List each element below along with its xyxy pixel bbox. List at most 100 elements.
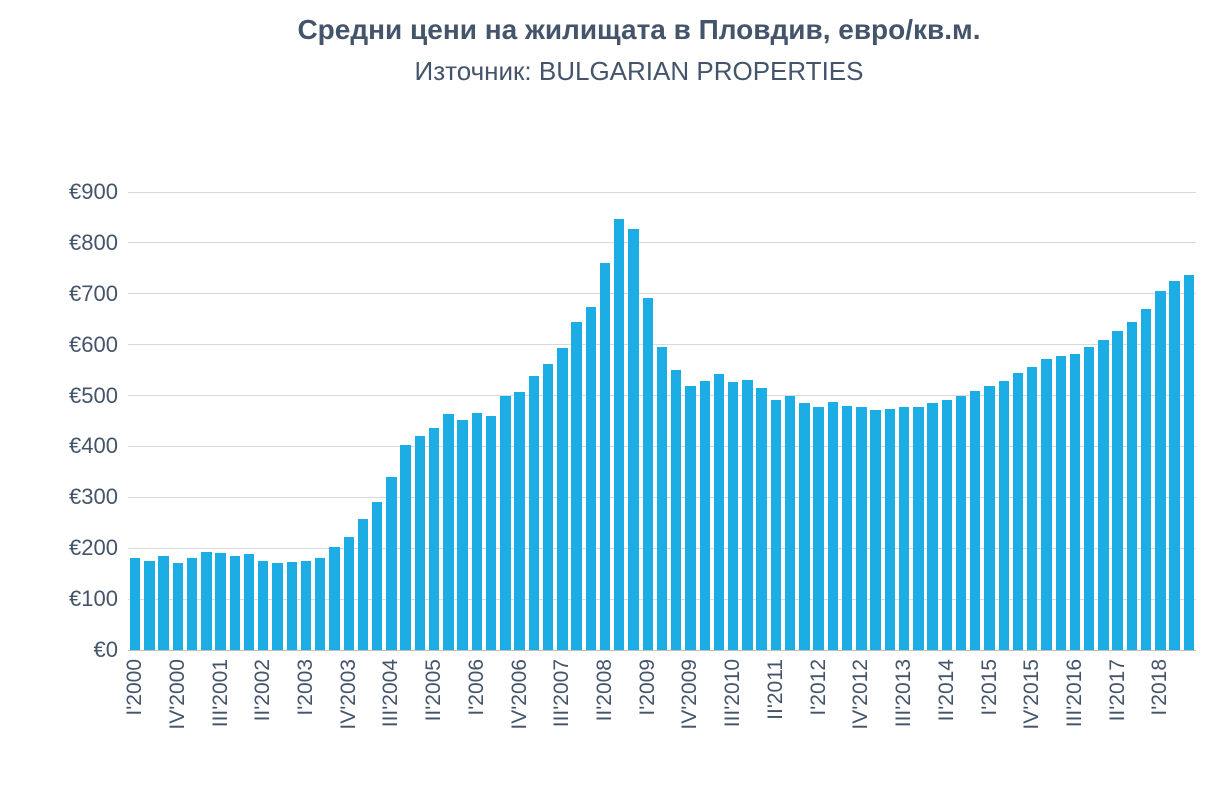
bar	[799, 403, 810, 650]
x-axis-tick-label: III'2001	[208, 659, 232, 728]
chart-subtitle: Източник: BULGARIAN PROPERTIES	[414, 56, 864, 86]
bar	[614, 219, 625, 650]
x-axis-tick-label: I'2000	[123, 659, 147, 716]
bar	[656, 346, 668, 650]
gridline	[128, 344, 1196, 346]
bar	[827, 401, 839, 650]
bar	[955, 395, 967, 650]
bar	[898, 407, 910, 650]
bar	[186, 557, 198, 650]
bar	[927, 403, 938, 650]
bar	[329, 547, 340, 650]
bar	[599, 262, 611, 650]
plot-area: €0 €100 €200 €300 €400 €500 €600 €700 €800 €900 I'…	[69, 179, 1196, 730]
bar	[870, 409, 881, 650]
x-axis-tick-label: I'2015	[977, 659, 1001, 716]
bar	[414, 435, 426, 650]
bar	[571, 322, 582, 650]
x-axis-tick-label: I'2003	[294, 659, 317, 716]
bar	[557, 347, 568, 650]
x-axis-tick-label: I'2012	[806, 659, 830, 716]
bar	[1140, 308, 1152, 650]
bar	[485, 416, 497, 650]
bar	[770, 400, 782, 650]
bar	[699, 380, 710, 650]
bar	[913, 406, 924, 650]
bar	[158, 556, 169, 650]
x-axis-tick-label: III'2016	[1062, 659, 1086, 728]
x-axis-tick-label: IV'2003	[336, 659, 360, 730]
bar	[1027, 367, 1038, 650]
bar	[1155, 291, 1166, 650]
x-axis-tick-label: IV'2012	[849, 659, 873, 730]
x-axis-tick-label: IV'2009	[678, 659, 702, 730]
x-axis-tick-label: I'2018	[1148, 659, 1172, 716]
bar	[428, 428, 440, 650]
x-axis-tick-label: I'2009	[635, 659, 659, 716]
bar	[528, 376, 540, 650]
bar	[941, 399, 952, 650]
bar	[813, 407, 824, 650]
y-axis-tick-label: €900	[69, 179, 118, 204]
bar	[386, 476, 397, 650]
gridline	[128, 293, 1196, 295]
bar	[713, 373, 725, 650]
y-axis-tick-label: €700	[69, 280, 118, 306]
bar	[970, 391, 981, 650]
bar	[742, 380, 753, 650]
bar	[998, 380, 1009, 650]
bar	[400, 444, 411, 650]
x-axis-tick-label: III'2010	[721, 659, 745, 728]
x-axis-tick-label: II'2002	[251, 659, 275, 722]
bar	[1098, 339, 1109, 650]
bar	[1169, 280, 1180, 650]
bar	[728, 381, 739, 650]
bar	[471, 413, 483, 650]
bar	[443, 413, 454, 650]
bar	[258, 560, 269, 650]
bar	[201, 551, 212, 650]
bar	[856, 406, 867, 650]
y-axis-tick-label: €600	[69, 331, 118, 357]
bar	[685, 385, 696, 650]
bar	[628, 228, 639, 650]
bar	[1069, 353, 1081, 650]
bar	[286, 561, 297, 650]
bar	[984, 385, 995, 650]
bar	[500, 395, 511, 650]
x-axis-tick-label: II'2011	[763, 659, 787, 720]
bar	[841, 405, 853, 650]
bar	[343, 536, 354, 650]
x-axis-tick-label: III'2004	[379, 659, 403, 728]
y-axis-tick-label: €800	[69, 229, 118, 255]
bar	[642, 298, 653, 650]
bar	[1012, 373, 1024, 650]
chart-title: Средни цени на жилищата в Пловдив, евро/…	[297, 14, 981, 45]
bar	[144, 561, 155, 650]
bar	[542, 364, 554, 650]
y-axis-tick-label: €200	[69, 535, 118, 561]
bar	[1183, 274, 1195, 650]
bar	[129, 558, 141, 650]
gridline	[128, 242, 1196, 244]
x-axis-line	[128, 650, 1196, 651]
bar	[243, 554, 255, 650]
x-axis-tick-label: I'2006	[464, 659, 488, 716]
x-axis-tick-label: IV'2006	[507, 659, 531, 730]
y-axis-tick-label: €100	[69, 586, 118, 612]
gridline	[128, 191, 1196, 193]
y-axis-tick-label: €0	[93, 637, 118, 662]
bar	[1112, 331, 1123, 650]
x-axis-tick-label: II'2005	[422, 659, 446, 722]
x-axis-tick-label: II'2017	[1105, 659, 1129, 722]
bar	[585, 306, 596, 650]
bar	[272, 562, 283, 650]
bar	[756, 388, 767, 650]
bar	[300, 561, 312, 650]
bar	[671, 370, 682, 650]
bar	[1084, 347, 1095, 650]
bar	[315, 558, 326, 650]
bar	[884, 408, 896, 650]
x-axis-tick-label: IV'2015	[1020, 659, 1044, 730]
bar	[1055, 356, 1066, 650]
